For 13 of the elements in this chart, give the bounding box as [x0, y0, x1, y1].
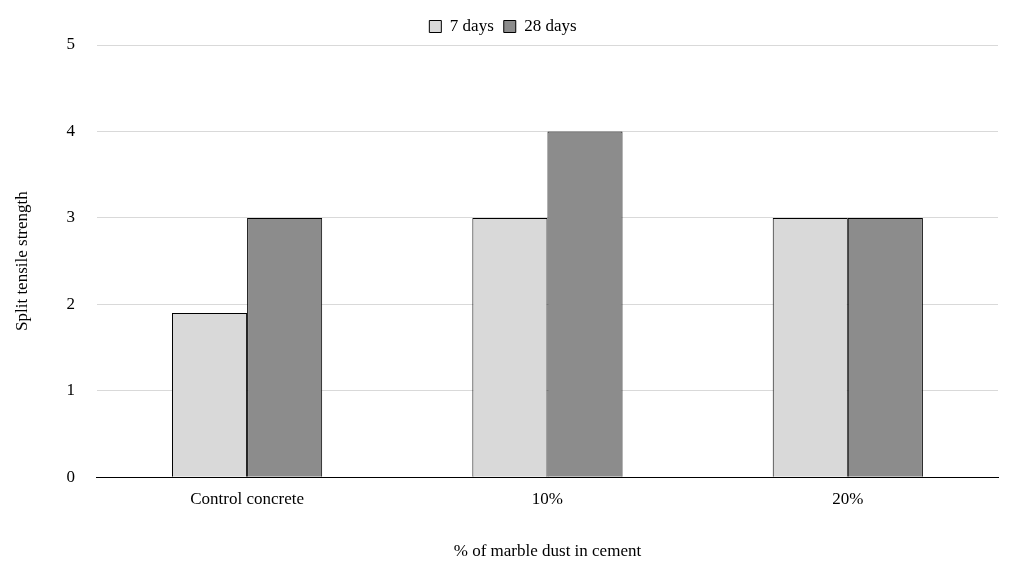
x-tick-label: 20% — [832, 488, 864, 508]
legend-label: 7 days — [449, 15, 494, 35]
x-tick-label: Control concrete — [190, 488, 304, 508]
legend-label: 28 days — [524, 15, 577, 35]
y-tick-label: 2 — [66, 293, 75, 313]
y-tick-label: 4 — [66, 120, 76, 140]
y-tick-label: 5 — [66, 34, 75, 54]
y-axis-title: Split tensile strength — [11, 190, 31, 331]
x-tick-label: 10% — [531, 488, 564, 508]
x-axis-title: % of marble dust in cement — [453, 541, 642, 561]
y-tick-label: 3 — [66, 207, 75, 227]
y-tick-label: 1 — [66, 380, 75, 400]
y-tick-label: 0 — [66, 466, 75, 486]
